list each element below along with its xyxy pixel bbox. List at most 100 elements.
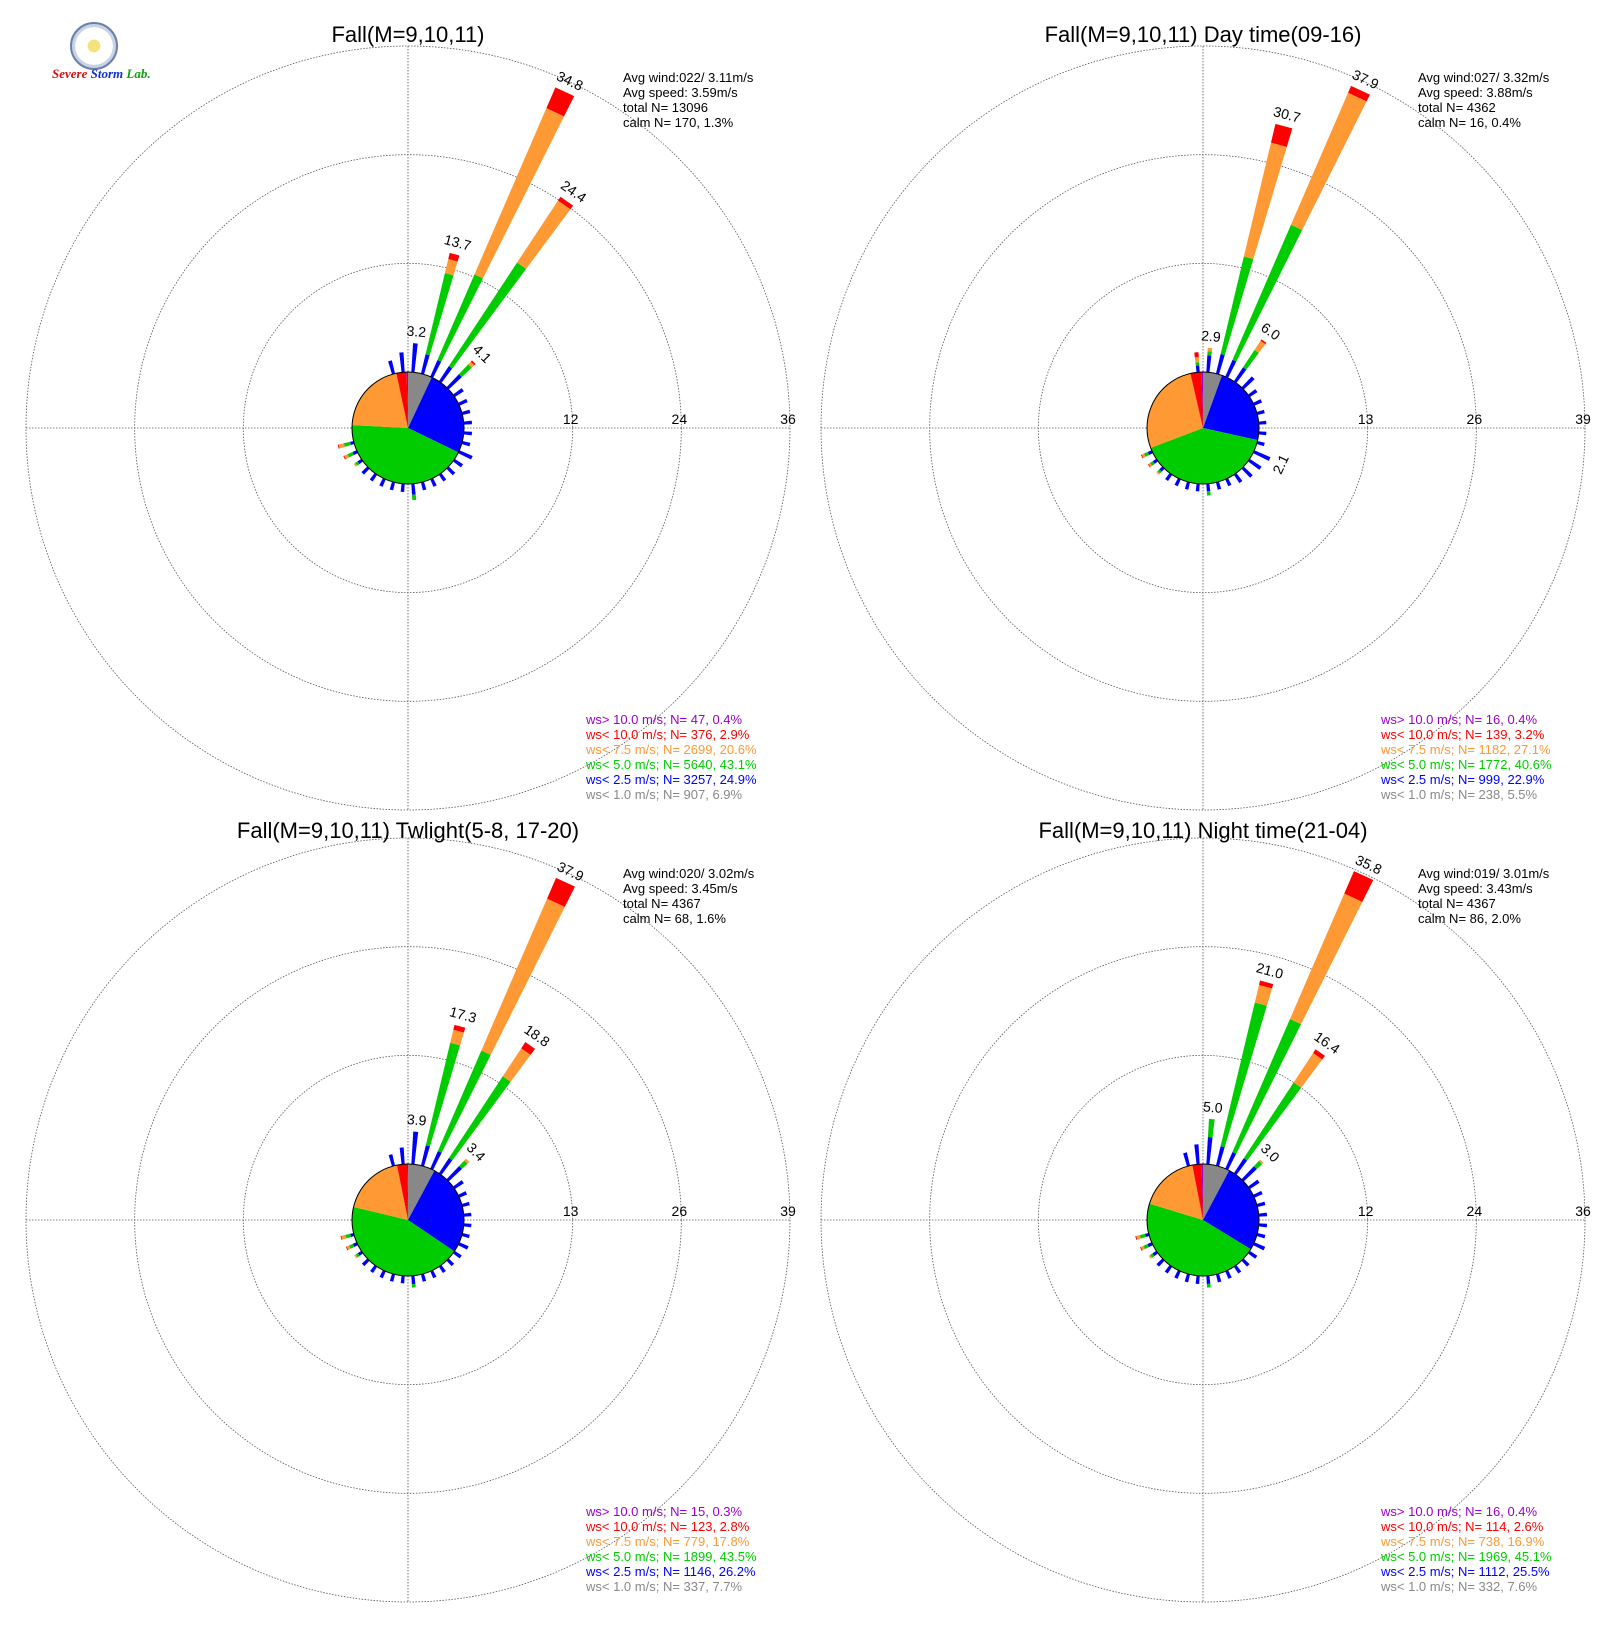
petal-segment	[1253, 1190, 1263, 1198]
petal-segment	[463, 1212, 472, 1217]
petal-segment	[1156, 1258, 1165, 1267]
legend-entry-lt10: ws< 10.0 m/s; N= 114, 2.6%	[1380, 1519, 1544, 1534]
petal-segment	[388, 360, 396, 375]
petal-segment	[1256, 1232, 1266, 1239]
pie-slice-lt7_5	[1149, 1165, 1203, 1220]
petal-segment	[458, 450, 473, 460]
legend-entry-lt2_5: ws< 2.5 m/s; N= 1146, 26.2%	[585, 1564, 756, 1579]
petal-segment	[399, 1147, 405, 1165]
petal-segment	[1247, 1250, 1258, 1259]
stats-line: calm N= 68, 1.6%	[623, 911, 726, 926]
petal-segment	[1141, 453, 1146, 458]
petal-segment	[1148, 1254, 1153, 1259]
petal-segment	[470, 360, 476, 366]
petal-label: 3.9	[406, 1111, 427, 1129]
petal-segment	[425, 1042, 461, 1147]
petal-segment	[1313, 1049, 1325, 1060]
petal-segment	[1150, 1253, 1155, 1258]
petal-segment	[400, 1275, 405, 1284]
petal-segment	[446, 466, 456, 476]
petal-segment	[1290, 92, 1367, 230]
ring-26	[134, 946, 682, 1494]
ring-24	[929, 946, 1477, 1494]
logo-text: Severe Storm Lab.	[52, 66, 151, 82]
petal-segment	[461, 440, 471, 447]
ring-tick-label: 39	[1575, 411, 1591, 427]
petal-segment	[1195, 483, 1200, 492]
petal-segment	[1233, 1264, 1242, 1274]
stats-line: Avg wind:019/ 3.01m/s	[1418, 866, 1550, 881]
petal-segment	[347, 452, 354, 458]
logo-line2: Storm	[90, 66, 124, 81]
petal-segment	[1258, 980, 1274, 989]
petal-segment	[411, 1131, 419, 1165]
legend-entry-lt10: ws< 10.0 m/s; N= 123, 2.8%	[585, 1519, 750, 1534]
petal-segment	[1206, 1136, 1213, 1165]
petal-segment	[1232, 224, 1303, 362]
pie-outline	[1146, 371, 1260, 485]
petal-segment	[461, 1201, 470, 1208]
petal-segment	[521, 1042, 536, 1055]
petal-segment	[1256, 440, 1265, 447]
petal-segment	[1241, 466, 1253, 478]
windrose-panel-4: Fall(M=9,10,11) Night time(21-04)12 24 365…	[820, 818, 1591, 1603]
petal-segment	[1254, 984, 1273, 1006]
ring-tick-label: 12	[1358, 1203, 1374, 1219]
stats-line: Avg speed: 3.59m/s	[623, 85, 738, 100]
petal-segment	[348, 1243, 355, 1249]
ring-tick-label: 39	[780, 1203, 796, 1219]
ring-tick-label: 12	[563, 411, 579, 427]
legend-entry-lt2_5: ws< 2.5 m/s; N= 999, 22.9%	[1380, 772, 1545, 787]
lab-logo: Severe Storm Lab.	[52, 22, 151, 92]
petal-segment	[1195, 1275, 1200, 1285]
chart-title: Fall(M=9,10,11) Day time(09-16)	[1045, 22, 1362, 47]
petal-segment	[379, 478, 386, 487]
stats-line: Avg wind:020/ 3.02m/s	[623, 866, 755, 881]
ring-39	[25, 837, 791, 1603]
petal-label: 5.0	[1202, 1098, 1223, 1116]
pie-slice-gt10	[1201, 372, 1203, 428]
pie-slice-lt5	[1150, 428, 1258, 485]
petal-segment	[340, 1235, 343, 1240]
petal-segment	[1139, 1233, 1146, 1239]
petal-segment	[420, 1273, 427, 1282]
petal-segment	[389, 481, 396, 491]
petal-segment	[341, 1234, 347, 1240]
petal-segment	[1183, 1152, 1191, 1167]
petal-label: 3.2	[406, 323, 427, 341]
petal-segment	[1136, 1235, 1141, 1240]
petal-segment	[1247, 389, 1258, 398]
petal-segment	[1256, 409, 1265, 416]
seal-icon	[70, 22, 118, 70]
pie-slice-lt10	[396, 1164, 408, 1220]
petal-segment	[400, 483, 405, 493]
petal-segment	[361, 1258, 370, 1267]
legend-entry-lt5: ws< 5.0 m/s; N= 1899, 43.5%	[585, 1549, 757, 1564]
logo-line3: Lab.	[126, 66, 151, 81]
pie-slice-lt10	[396, 372, 408, 428]
petal-segment	[411, 494, 417, 501]
petal-segment	[1135, 1235, 1138, 1240]
petal-segment	[1149, 461, 1155, 466]
petal-segment	[438, 1157, 453, 1176]
petal-segment	[1206, 1275, 1211, 1285]
petal-segment	[450, 1029, 464, 1046]
petal-segment	[1174, 1270, 1181, 1279]
petal-segment	[557, 196, 574, 210]
petal-segment	[1140, 454, 1144, 459]
petal-segment	[1258, 1223, 1268, 1228]
petal-segment	[425, 273, 454, 356]
petal-segment	[350, 440, 355, 446]
petal-segment	[1256, 1201, 1266, 1208]
petal-segment	[354, 1254, 358, 1259]
pie-slice-lt5	[352, 425, 459, 485]
pie-slice-lt1	[1203, 372, 1223, 428]
petal-segment	[338, 443, 345, 449]
petal-segment	[1206, 491, 1211, 496]
petal-segment	[1243, 1082, 1302, 1161]
petal-segment	[1195, 362, 1200, 366]
legend-entry-gt10: ws> 10.0 m/s; N= 16, 0.4%	[1380, 712, 1538, 727]
petal-segment	[355, 1253, 360, 1258]
petal-segment	[1225, 1151, 1237, 1170]
